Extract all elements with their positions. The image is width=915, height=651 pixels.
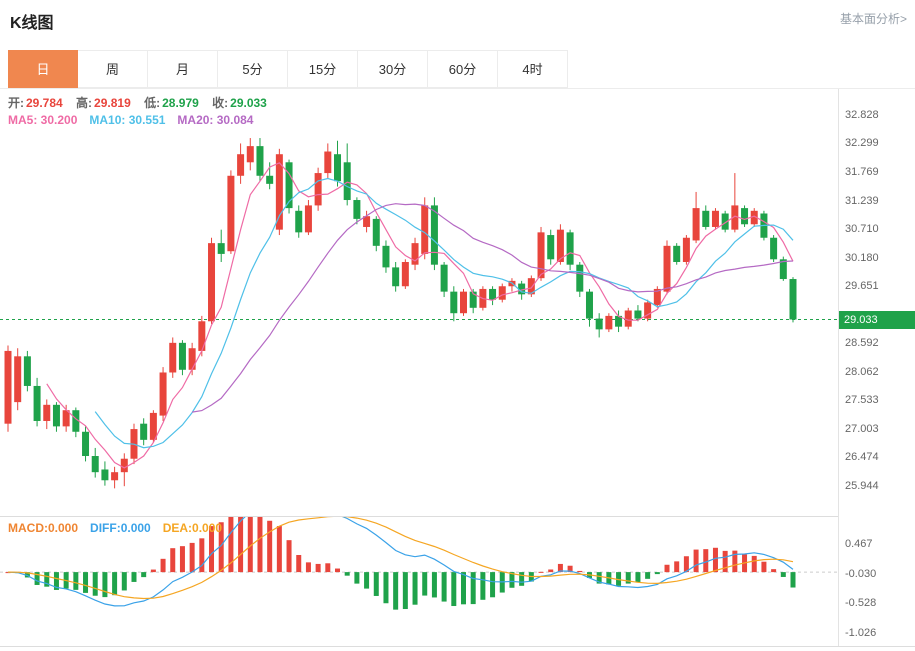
y-axis-label: -0.528 [845, 597, 877, 610]
y-axis: 29.033 32.828 32.299 31.769 31.239 30.710 30.… [838, 89, 915, 646]
ohlc-info: 开: 29.784 高: 29.819 低: 28.979 收: 29.033 [8, 94, 277, 111]
y-axis-label: 30.180 [845, 251, 879, 264]
tab-30min[interactable]: 30分 [358, 50, 428, 88]
y-axis-label: -1.026 [845, 626, 877, 639]
chart-area: 开: 29.784 高: 29.819 低: 28.979 收: 29.033 MA5:… [0, 88, 915, 647]
y-axis-label: 27.003 [845, 422, 879, 435]
y-axis-label: 31.239 [845, 194, 879, 207]
y-axis-label: 27.533 [845, 394, 879, 407]
dea-value: DEA:0.000 [162, 521, 223, 535]
macd-value: MACD:0.000 [8, 521, 79, 535]
tab-15min[interactable]: 15分 [288, 50, 358, 88]
timeframe-tabs: 日 周 月 5分 15分 30分 60分 4时 [8, 50, 568, 88]
y-axis-label: -0.030 [845, 567, 877, 580]
y-axis-label: 28.592 [845, 337, 879, 350]
open-label: 开: [8, 96, 24, 110]
y-axis-label: 32.299 [845, 137, 879, 150]
tab-5min[interactable]: 5分 [218, 50, 288, 88]
low-label: 低: [144, 96, 161, 110]
tab-month[interactable]: 月 [148, 50, 218, 88]
ma5-value: MA5: 30.200 [8, 113, 78, 127]
diff-value: DIFF:0.000 [90, 521, 151, 535]
y-axis-label: 25.944 [845, 479, 879, 492]
y-axis-label: 32.828 [845, 108, 879, 121]
macd-chart[interactable] [0, 517, 838, 645]
y-axis-label: 30.710 [845, 223, 879, 236]
ma10-value: MA10: 30.551 [89, 113, 166, 127]
close-label: 收: [212, 96, 229, 110]
y-axis-label: 31.769 [845, 166, 879, 179]
fundamental-analysis-link[interactable]: 基本面分析> [839, 12, 907, 26]
ma-info: MA5: 30.200 MA10: 30.551 MA20: 30.084 [8, 113, 253, 127]
main-chart-pane: 开: 29.784 高: 29.819 低: 28.979 收: 29.033 MA5:… [0, 89, 838, 516]
y-axis-label: 28.062 [845, 365, 879, 378]
tab-day[interactable]: 日 [8, 50, 78, 88]
y-axis-label: 26.474 [845, 451, 879, 464]
close-value: 29.033 [230, 96, 267, 110]
open-value: 29.784 [26, 96, 63, 110]
page-title: K线图 [10, 15, 54, 32]
macd-pane: MACD:0.000 DIFF:0.000 DEA:0.000 [0, 516, 838, 646]
low-value: 28.979 [162, 96, 199, 110]
candlestick-chart[interactable] [0, 89, 838, 516]
current-price-tag: 29.033 [839, 310, 915, 329]
macd-info: MACD:0.000 DIFF:0.000 DEA:0.000 [8, 521, 222, 535]
high-value: 29.819 [94, 96, 131, 110]
high-label: 高: [76, 96, 93, 110]
y-axis-label: 29.651 [845, 280, 879, 293]
tab-4hour[interactable]: 4时 [498, 50, 568, 88]
tab-60min[interactable]: 60分 [428, 50, 498, 88]
y-axis-label: 0.467 [845, 538, 873, 551]
ma20-value: MA20: 30.084 [177, 113, 254, 127]
tab-week[interactable]: 周 [78, 50, 148, 88]
